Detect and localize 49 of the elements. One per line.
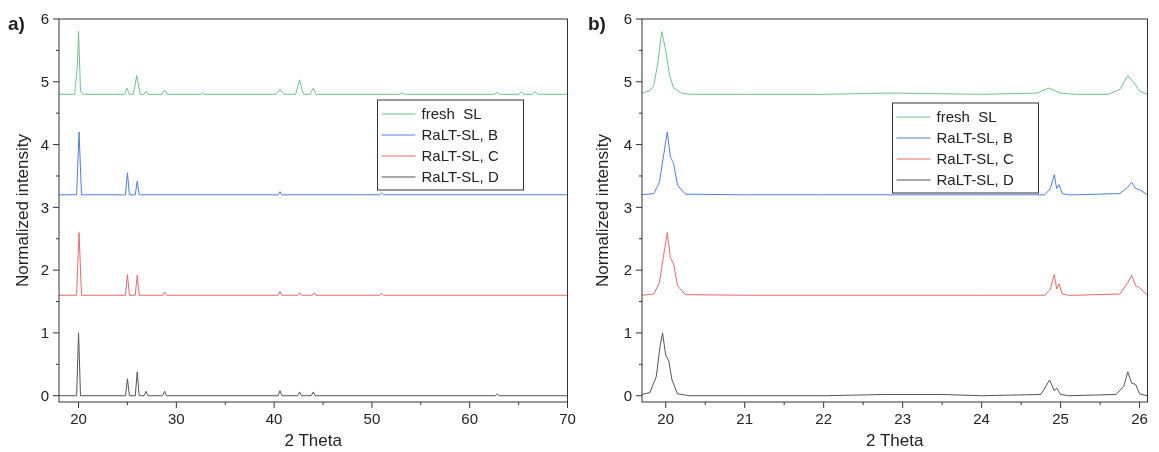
legend-label: fresh SL (421, 105, 482, 123)
x-tick-label: 23 (893, 410, 911, 427)
x-tick-label: 70 (559, 410, 576, 427)
chart-title: b) (587, 13, 606, 34)
legend-label: RaLT-SL, B (421, 126, 498, 144)
x-tick-label: 24 (972, 410, 990, 427)
legend-label: RaLT-SL, D (936, 171, 1014, 189)
y-axis-title: Normalized intensity (13, 133, 32, 288)
y-tick-label: 6 (623, 10, 632, 28)
y-tick-label: 3 (40, 198, 49, 216)
y-axis-title: Normalized intensity (592, 133, 612, 288)
x-axis-title: 2 Theta (865, 431, 924, 450)
y-tick-label: 2 (623, 261, 632, 279)
y-tick-label: 1 (623, 324, 632, 342)
x-tick-label: 50 (363, 410, 381, 427)
x-tick-label: 20 (656, 410, 674, 427)
chart-title: a) (8, 13, 25, 34)
legend-label: RaLT-SL, C (421, 147, 499, 165)
x-tick-label: 40 (265, 410, 283, 427)
y-tick-label: 6 (40, 10, 49, 28)
line-series (59, 131, 568, 196)
x-axis-title: 2 Theta (284, 431, 343, 450)
y-tick-label: 0 (623, 386, 632, 404)
x-tick-label: 60 (461, 410, 479, 427)
x-tick-label: 21 (735, 410, 753, 427)
y-tick-label: 2 (40, 261, 49, 279)
line-series (59, 332, 568, 397)
line-series (59, 231, 568, 296)
line-series (59, 31, 568, 95)
legend-label: RaLT-SL, C (936, 150, 1014, 168)
x-tick-label: 30 (168, 410, 185, 427)
y-tick-label: 4 (40, 135, 49, 153)
y-tick-label: 5 (40, 73, 49, 91)
y-tick-label: 4 (623, 135, 632, 153)
y-tick-label: 0 (40, 386, 49, 404)
x-tick-label: 20 (70, 410, 87, 427)
legend-label: RaLT-SL, D (421, 168, 499, 186)
y-tick-label: 5 (623, 73, 632, 91)
y-tick-label: 1 (40, 324, 49, 342)
line-series (641, 231, 1147, 296)
line-series (641, 332, 1147, 397)
legend-label: RaLT-SL, B (936, 129, 1013, 147)
y-tick-label: 3 (623, 198, 632, 216)
x-tick-label: 22 (814, 410, 832, 427)
line-series (641, 131, 1147, 196)
legend-label: fresh SL (936, 108, 997, 126)
line-series (641, 31, 1147, 95)
x-tick-label: 25 (1051, 410, 1069, 427)
x-tick-label: 26 (1130, 410, 1148, 427)
